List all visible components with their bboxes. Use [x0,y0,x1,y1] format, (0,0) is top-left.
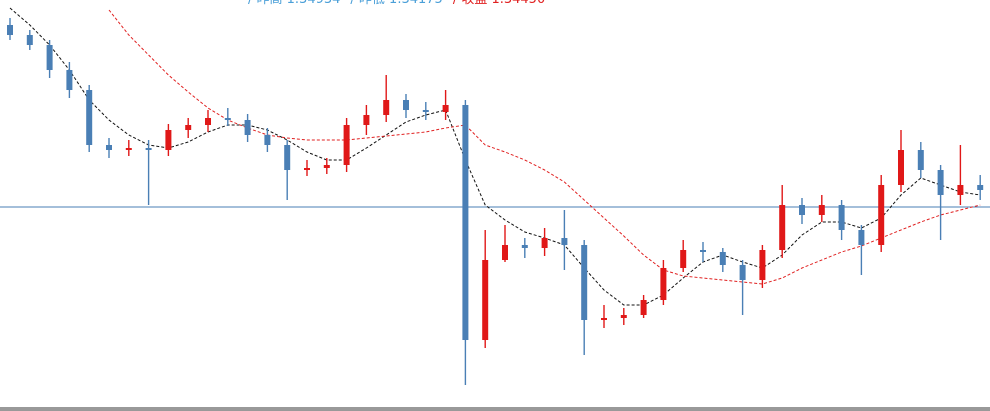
candle-body [403,100,409,110]
candle-body [581,245,588,320]
candle-body [482,260,489,340]
candle-body [244,120,251,135]
candle-body [680,250,687,268]
candle-body [620,315,627,318]
candle-body [46,45,53,70]
candle-body [86,90,93,145]
candle-body [106,145,112,150]
candle-body [977,185,984,190]
candle-body [541,238,548,248]
candle-body [125,148,132,150]
candle-body [442,105,449,112]
candle-body [7,25,13,35]
candle-body [660,268,667,300]
candle-body [185,125,192,130]
candle-body [521,245,528,248]
candle-body [818,205,825,215]
candle-body [779,205,786,250]
candle-body [422,110,429,112]
candle-body [462,105,469,340]
candle-body [145,148,152,150]
candle-body [838,205,845,230]
candle-body [898,150,904,185]
candle-body [343,125,350,165]
candle-body [66,70,73,90]
candle-body [858,230,865,245]
candle-body [165,130,172,150]
candle-body [759,250,766,280]
candle-body [26,35,33,45]
candle-body [561,238,568,245]
candle-body [640,300,647,315]
candle-body [205,118,211,125]
moving-average [108,9,981,285]
candle-body [719,252,726,265]
candle-body [957,185,964,195]
moving-average [9,7,981,306]
candle-body [323,165,330,168]
candle-body [264,135,271,145]
candle-body [363,115,370,125]
candle-body [224,118,231,120]
candle-body [739,265,746,280]
candle-body [917,150,924,170]
candle-body [304,168,310,170]
candle-body [937,170,944,195]
header-text: / 收盘 1.34450 [453,0,545,7]
header-text: / 昨高 1.34934 [248,0,340,7]
candle-body [799,205,805,215]
candle-body [601,318,607,320]
candle-body [878,185,885,245]
candle-body [383,100,390,115]
candle-body [284,145,291,170]
candle-body [502,245,508,260]
header-text: / 昨低 1.34175 [350,0,442,7]
candle-body [700,250,706,252]
